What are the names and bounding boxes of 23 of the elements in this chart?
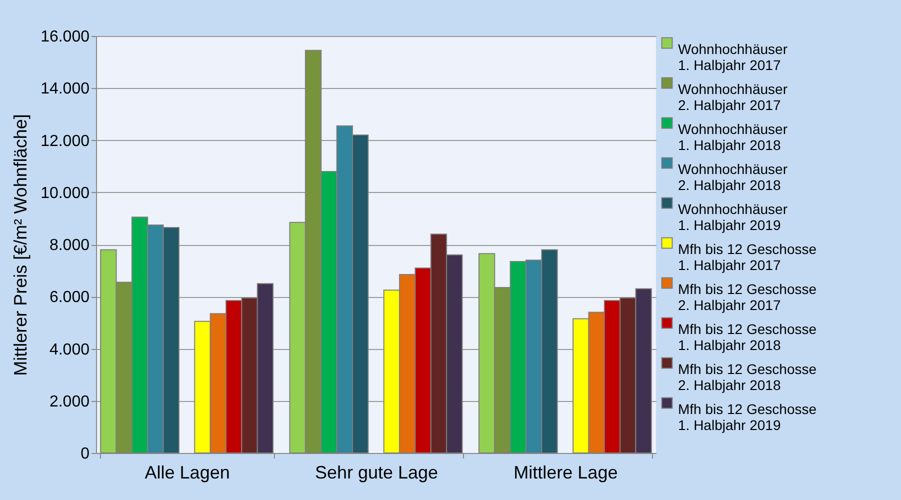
legend-label: Mfh bis 12 Geschosse 2. Halbjahr 2017 bbox=[678, 281, 817, 313]
y-tick-label: 12.000 bbox=[40, 132, 90, 150]
legend-label: Mfh bis 12 Geschosse 1. Halbjahr 2019 bbox=[678, 401, 817, 433]
y-axis-title: Mittlerer Preis [€/m² Wohnfläche] bbox=[10, 114, 31, 376]
legend-label: Wohnhochhäuser 1. Halbjahr 2019 bbox=[678, 201, 788, 233]
y-tick-label: 6.000 bbox=[49, 289, 90, 306]
x-tick-label: Mittlere Lage bbox=[514, 462, 618, 482]
y-tick-label: 2.000 bbox=[49, 393, 90, 410]
x-tick-label: Alle Lagen bbox=[144, 462, 230, 482]
legend-label: Wohnhochhäuser 2. Halbjahr 2017 bbox=[678, 81, 788, 113]
y-tick-label: 8.000 bbox=[49, 237, 90, 254]
y-tick-label: 4.000 bbox=[49, 341, 90, 358]
y-tick-label: 0 bbox=[80, 446, 90, 462]
legend-label: Wohnhochhäuser 2. Halbjahr 2018 bbox=[678, 161, 788, 193]
x-tick-label: Sehr gute Lage bbox=[314, 462, 438, 482]
y-tick-label: 10.000 bbox=[40, 184, 90, 202]
legend-label: Mfh bis 12 Geschosse 1. Halbjahr 2017 bbox=[678, 241, 817, 273]
legend-label: Wohnhochhäuser 1. Halbjahr 2018 bbox=[678, 121, 788, 153]
legend-label: Wohnhochhäuser 1. Halbjahr 2017 bbox=[678, 41, 788, 73]
y-tick-label: 16.000 bbox=[40, 28, 90, 46]
legend-label: Mfh bis 12 Geschosse 1. Halbjahr 2018 bbox=[678, 321, 817, 353]
y-tick-label: 14.000 bbox=[40, 80, 90, 98]
legend-label: Mfh bis 12 Geschosse 2. Halbjahr 2018 bbox=[678, 361, 817, 393]
